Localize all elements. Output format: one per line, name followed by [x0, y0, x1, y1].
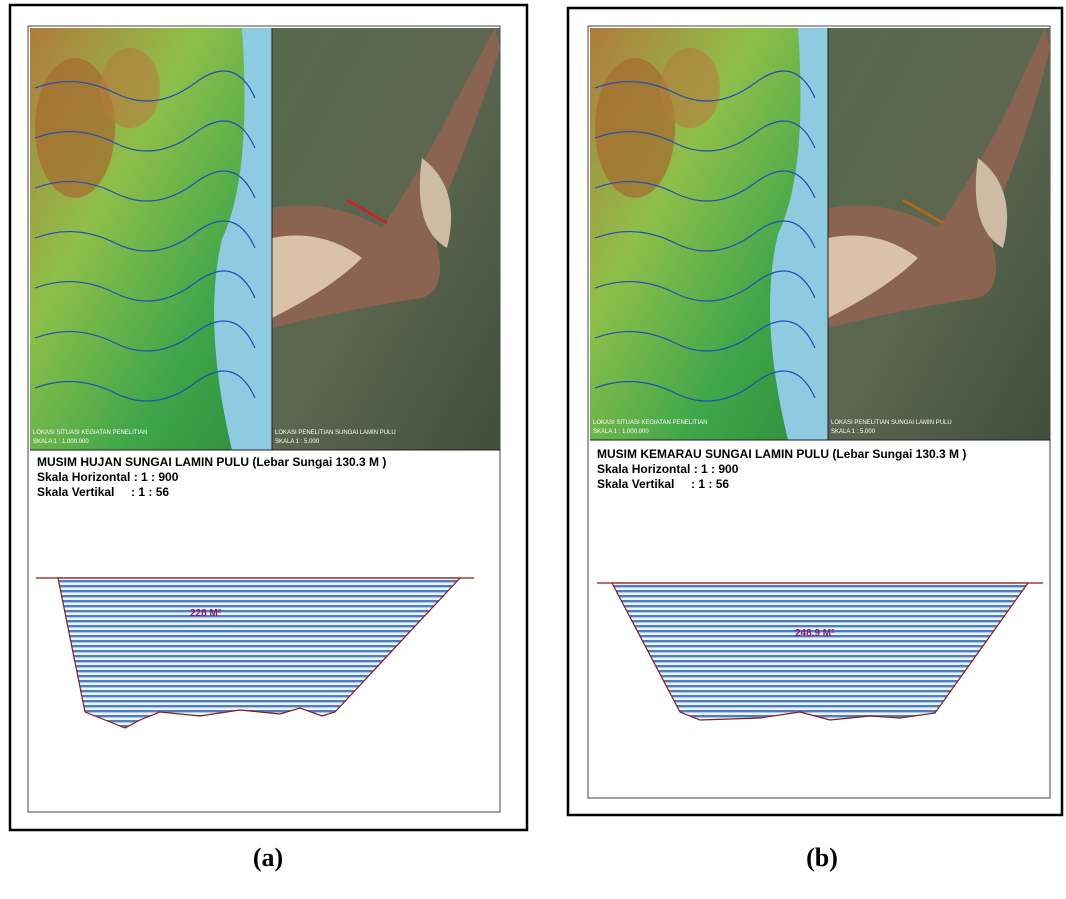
vertical-scale: Skala Vertikal : 1 : 56 — [597, 477, 729, 491]
horizontal-scale: Skala Horizontal : 1 : 900 — [37, 470, 179, 484]
map-caption: LOKASI PENELITIAN SUNGAI LAMIN PULU — [275, 430, 396, 436]
panel-caption: (b) — [806, 843, 838, 872]
map-caption: LOKASI SITUASI KEGIATAN PENELITIAN — [33, 430, 147, 436]
mountains — [660, 48, 720, 128]
section-title: MUSIM KEMARAU SUNGAI LAMIN PULU (Lebar S… — [597, 447, 966, 461]
area-label: 248.9 M² — [795, 628, 835, 639]
panel: LOKASI SITUASI KEGIATAN PENELITIAN SKALA … — [568, 8, 1062, 872]
map-scale: SKALA 1 : 5.000 — [831, 429, 876, 435]
map-scale: SKALA 1 : 1.000.000 — [33, 439, 89, 445]
horizontal-scale: Skala Horizontal : 1 : 900 — [597, 462, 739, 476]
section-title: MUSIM HUJAN SUNGAI LAMIN PULU (Lebar Sun… — [37, 455, 386, 469]
map-caption: LOKASI SITUASI KEGIATAN PENELITIAN — [593, 420, 707, 426]
mountains — [100, 48, 160, 128]
vertical-scale: Skala Vertikal : 1 : 56 — [37, 485, 169, 499]
panel-caption: (a) — [253, 843, 283, 872]
map-scale: SKALA 1 : 1.000.000 — [593, 429, 649, 435]
map-caption: LOKASI PENELITIAN SUNGAI LAMIN PULU — [831, 420, 952, 426]
area-label: 228 M² — [190, 608, 222, 619]
figure: LOKASI SITUASI KEGIATAN PENELITIAN SKALA … — [0, 0, 1066, 899]
map-scale: SKALA 1 : 5.000 — [275, 439, 320, 445]
panel: LOKASI SITUASI KEGIATAN PENELITIAN SKALA … — [10, 5, 527, 872]
